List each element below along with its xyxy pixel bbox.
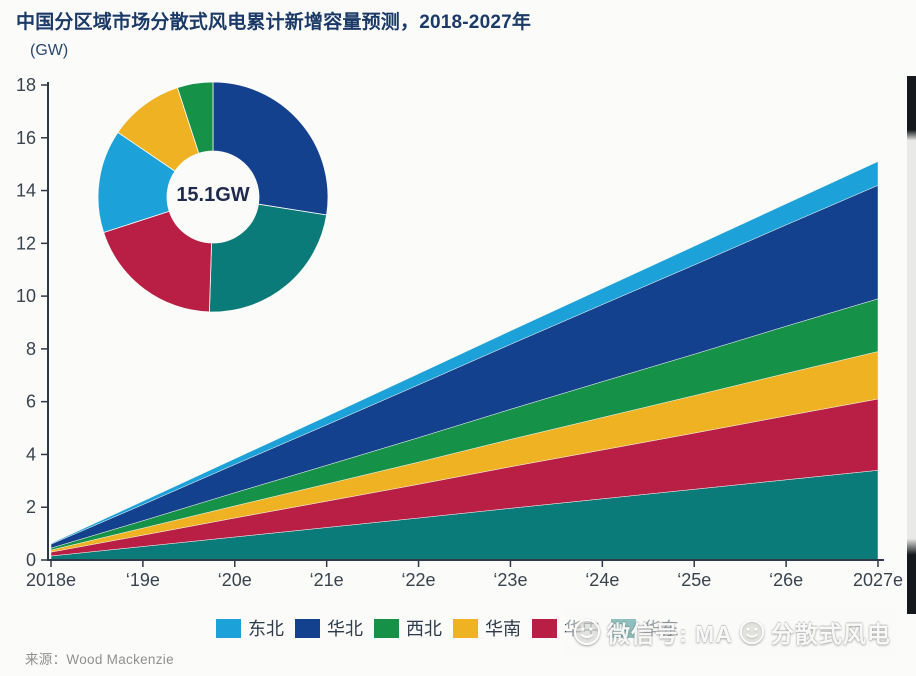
y-tick-label: 8 xyxy=(26,339,36,359)
y-tick-label: 12 xyxy=(16,233,36,253)
donut-center-label: 15.1GW xyxy=(176,184,250,206)
legend-swatch xyxy=(295,618,320,638)
x-tick-label: ‘21e xyxy=(310,570,344,590)
page-title: 中国分区域市场分散式风电累计新增容量预测，2018-2027年 xyxy=(16,12,532,33)
donut-segment-6 xyxy=(176,81,214,154)
y-tick-label: 16 xyxy=(16,128,36,148)
y-tick-label: 2 xyxy=(26,497,36,517)
y-axis-unit-label: (GW) xyxy=(30,42,69,59)
y-tick-label: 14 xyxy=(16,181,36,201)
donut-segment-2 xyxy=(208,203,328,313)
watermark: 微信号: MA 分散式风电 xyxy=(566,608,897,656)
legend-label: 西北 xyxy=(406,619,442,639)
legend-swatch xyxy=(453,618,478,638)
y-tick-label: 4 xyxy=(26,444,36,464)
x-tick-label: ‘23e xyxy=(493,570,527,590)
donut-segment-3 xyxy=(103,210,212,313)
legend-item-2: 华北 xyxy=(295,615,363,641)
source-note: 来源：Wood Mackenzie xyxy=(25,652,174,667)
x-tick-label: 2027e xyxy=(853,570,903,590)
legend-item-1: 东北 xyxy=(216,615,284,641)
legend-label: 华北 xyxy=(327,619,363,639)
y-tick-label: 6 xyxy=(26,392,36,412)
x-tick-label: ‘20e xyxy=(218,570,252,590)
x-tick-label: 2018e xyxy=(26,570,76,590)
wechat-smiley-icon xyxy=(574,619,600,645)
screen-edge-artifact xyxy=(907,76,916,614)
x-tick-label: ‘22e xyxy=(402,570,436,590)
y-tick-label: 18 xyxy=(16,75,36,95)
legend-swatch xyxy=(374,618,399,638)
watermark-text-1: 微信号: MA xyxy=(607,621,733,647)
legend-label: 东北 xyxy=(248,619,284,639)
legend-item-3: 西北 xyxy=(374,615,442,641)
legend-item-4: 华南 xyxy=(453,615,521,641)
wechat-smiley-icon xyxy=(739,619,764,645)
x-tick-label: ‘19e xyxy=(126,570,160,590)
legend-swatch xyxy=(216,618,241,638)
area-series-6 xyxy=(50,161,879,545)
legend-swatch xyxy=(532,618,557,638)
legend-label: 华南 xyxy=(485,619,521,639)
donut-segment-1 xyxy=(212,81,329,216)
y-tick-label: 10 xyxy=(16,286,36,306)
x-tick-label: ‘24e xyxy=(585,570,619,590)
x-tick-label: ‘26e xyxy=(769,570,803,590)
watermark-text-2: 分散式风电 xyxy=(770,621,891,647)
y-tick-label: 0 xyxy=(26,550,36,570)
x-tick-label: ‘25e xyxy=(677,570,711,590)
